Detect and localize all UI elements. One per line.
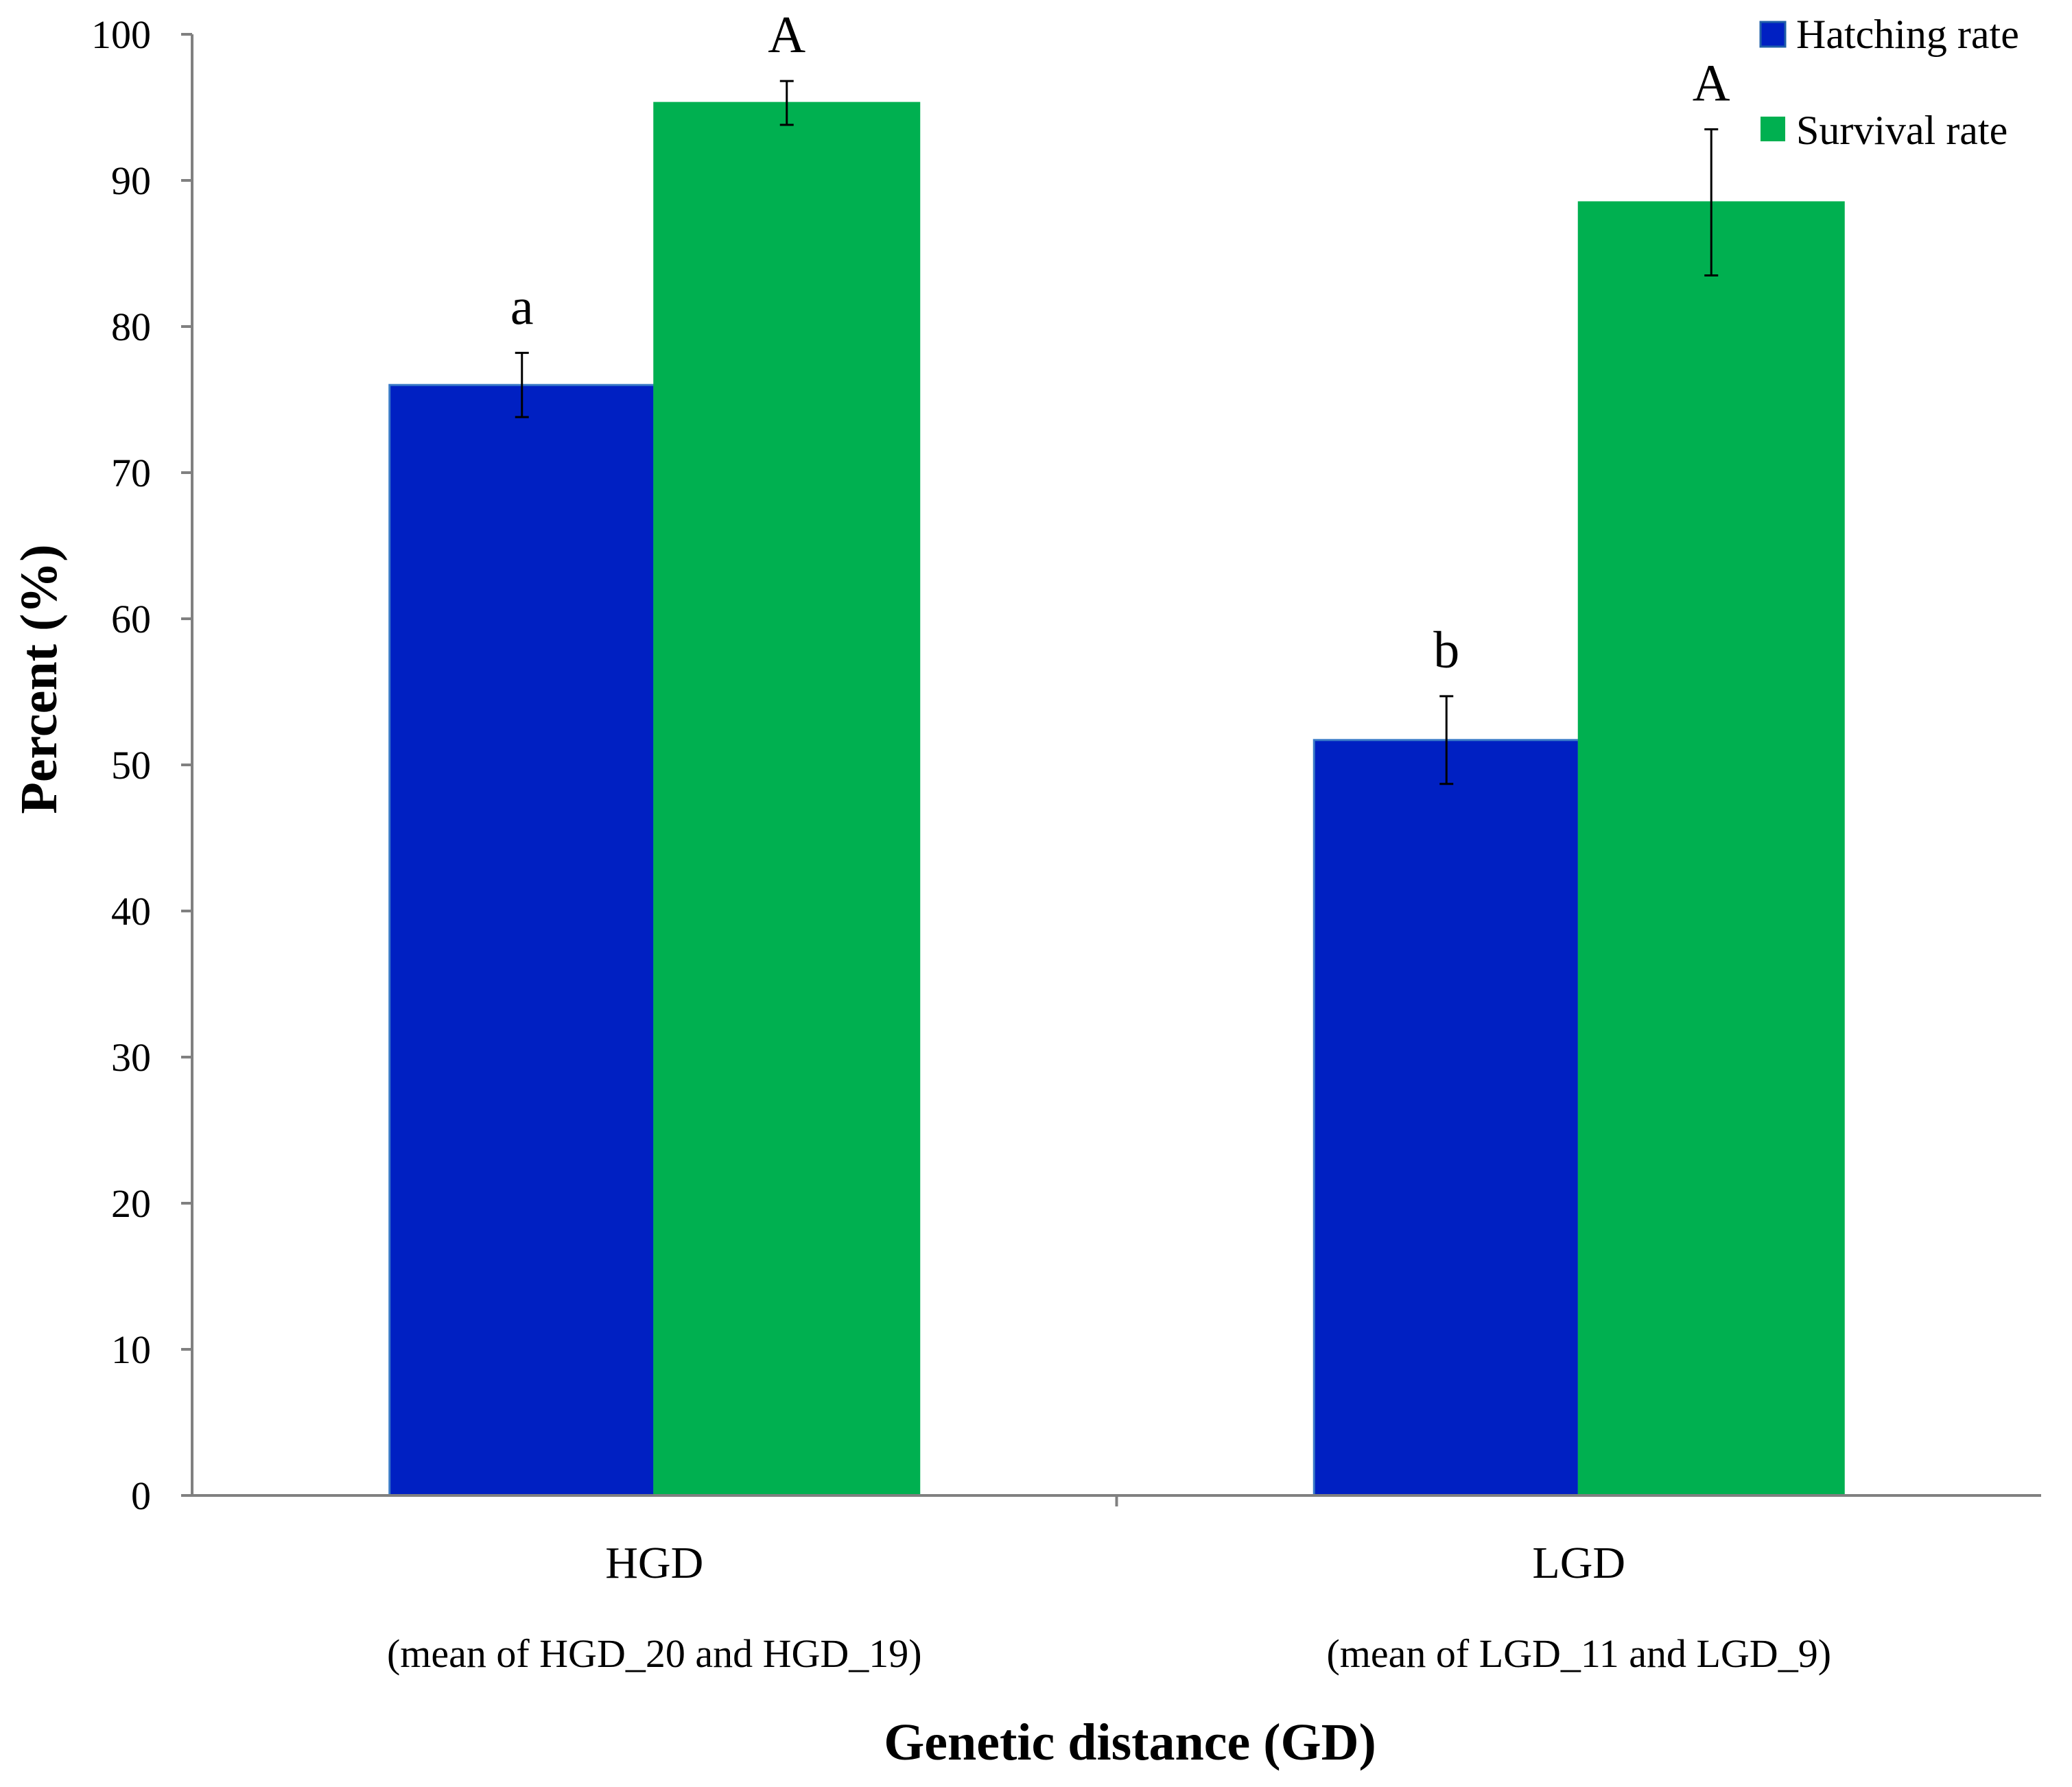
error-bar — [1439, 695, 1454, 785]
x-axis-title: Genetic distance (GD) — [884, 1714, 1376, 1771]
y-tick-label: 70 — [111, 451, 151, 495]
error-bar — [779, 80, 794, 126]
y-tick-label: 60 — [111, 597, 151, 641]
y-tick-label: 10 — [111, 1327, 151, 1372]
significance-label: b — [1433, 622, 1459, 679]
significance-label: A — [768, 6, 805, 64]
significance-labels-layer: a b A A — [510, 6, 1730, 679]
y-tick-label: 20 — [111, 1181, 151, 1226]
legend-swatch-hatching-rate — [1759, 21, 1787, 48]
x-category-sublabel: (mean of LGD_11 and LGD_9) — [1326, 1631, 1831, 1676]
significance-label: a — [510, 278, 534, 335]
x-category-label: HGD — [605, 1538, 703, 1588]
bar-hatching-rate — [388, 383, 656, 1497]
y-tick-label: 100 — [91, 12, 151, 57]
bar-hatching-rate — [1312, 739, 1580, 1497]
legend: Hatching rate Survival rate — [1759, 12, 2019, 153]
x-category-label: LGD — [1532, 1538, 1625, 1588]
y-tick-label: 80 — [111, 305, 151, 349]
y-tick-label: 40 — [111, 889, 151, 934]
error-bars-layer — [515, 80, 1719, 785]
x-category-sublabel: (mean of HGD_20 and HGD_19) — [387, 1631, 922, 1676]
legend-swatch-survival-rate — [1761, 117, 1785, 141]
bar-survival-rate — [653, 102, 921, 1497]
y-axis-title: Percent (%) — [10, 544, 68, 814]
x-categories-layer: HGD (mean of HGD_20 and HGD_19) LGD (mean o… — [387, 1495, 1831, 1676]
significance-label: A — [1693, 54, 1730, 112]
y-ticks-layer: 0 10 20 30 40 50 60 70 80 90 100 — [91, 12, 192, 1518]
bars-layer — [388, 102, 1845, 1497]
y-tick-label: 30 — [111, 1035, 151, 1080]
error-bar — [1704, 128, 1719, 276]
error-bar — [515, 351, 529, 418]
bar-survival-rate — [1577, 201, 1845, 1497]
legend-label-hatching-rate: Hatching rate — [1796, 12, 2019, 57]
y-tick-label: 90 — [111, 158, 151, 203]
y-tick-label: 0 — [131, 1474, 151, 1518]
y-tick-label: 50 — [111, 743, 151, 788]
legend-label-survival-rate: Survival rate — [1796, 108, 2008, 153]
